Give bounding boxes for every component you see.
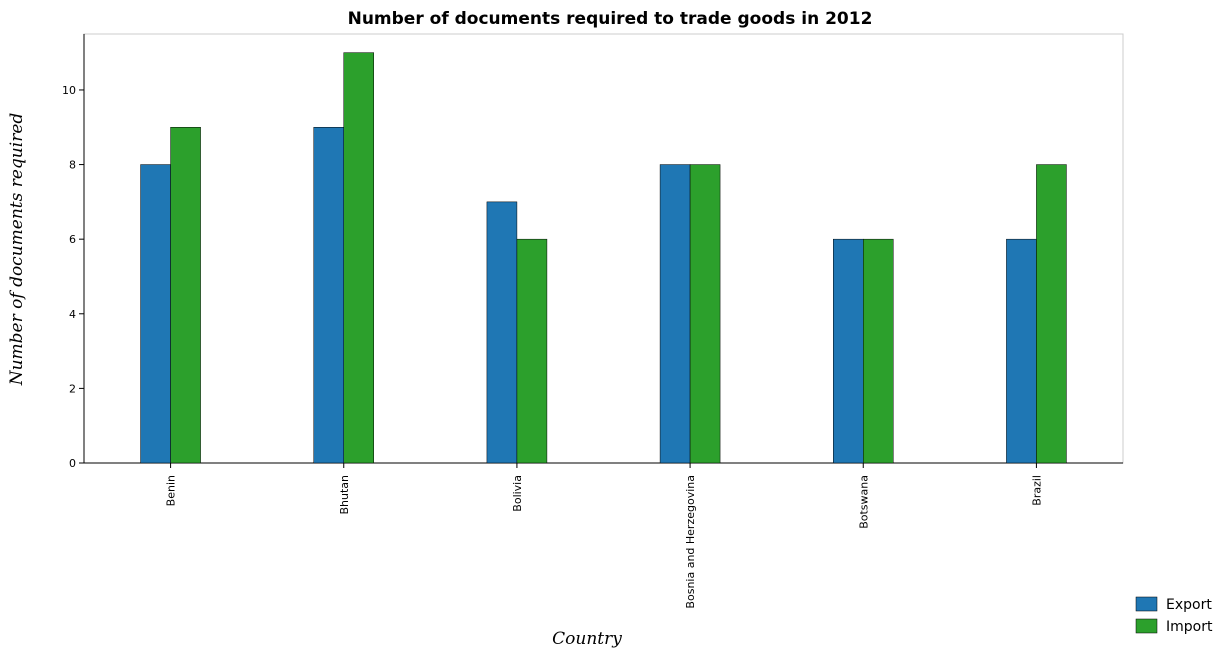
y-tick-label: 10: [62, 84, 76, 97]
bar-export-bhutan: [313, 127, 344, 464]
bar-import-bhutan: [343, 52, 374, 464]
bar-export-bolivia: [486, 201, 518, 464]
bar-import-botswana: [863, 238, 894, 464]
chart-title: Number of documents required to trade go…: [348, 9, 873, 29]
bar-import-bolivia: [516, 238, 548, 464]
legend-label-import: Import: [1166, 619, 1213, 635]
y-axis-label: Number of documents required: [7, 113, 27, 387]
bar-export-benin: [140, 164, 171, 464]
legend: Export Import: [1135, 596, 1213, 635]
bar-import-brazil: [1036, 164, 1067, 464]
plot-frame: [83, 33, 1124, 464]
legend-swatch-import: [1135, 618, 1158, 634]
x-tick-label: Bolivia: [511, 475, 524, 512]
y-tick-label: 0: [69, 457, 76, 470]
y-tick-label: 8: [69, 159, 76, 172]
x-tick-label: Bosnia and Herzegovina: [684, 475, 697, 609]
y-tick-label: 4: [69, 308, 76, 321]
bar-import-bosnia-and-herzegovina: [689, 164, 721, 464]
x-tick-label: Benin: [165, 475, 178, 506]
bar-export-bosnia-and-herzegovina: [659, 164, 691, 464]
bar-import-benin: [170, 127, 201, 464]
legend-swatch-export: [1135, 596, 1158, 612]
bar-export-brazil: [1006, 238, 1037, 464]
x-tick-label: Brazil: [1030, 475, 1043, 506]
bar-export-botswana: [833, 238, 864, 464]
x-tick-label: Botswana: [857, 475, 870, 529]
plot-area: 0 2 4 6 8 10 Benin Bhutan Bolivia Bosnia and Herz…: [62, 33, 1124, 609]
x-tick-label: Bhutan: [338, 475, 351, 515]
y-tick-label: 6: [69, 233, 76, 246]
x-axis-label: Country: [552, 629, 622, 649]
legend-label-export: Export: [1166, 597, 1212, 613]
y-tick-label: 2: [69, 382, 76, 395]
